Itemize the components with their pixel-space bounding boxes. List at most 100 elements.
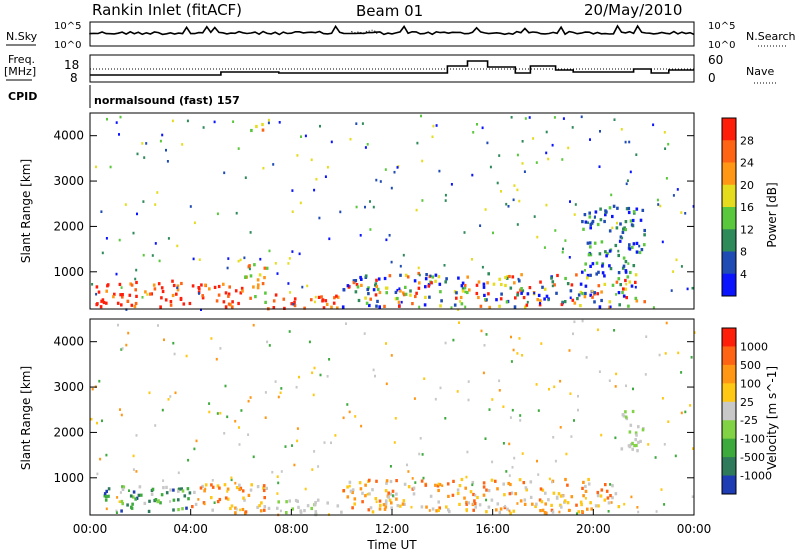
heatmap-cell (255, 124, 258, 129)
heatmap-cell (378, 507, 382, 511)
heatmap-cell (631, 409, 635, 414)
heatmap-cell (603, 219, 606, 224)
heatmap-cell (164, 298, 168, 302)
heatmap-cell (613, 329, 616, 332)
heatmap-cell (634, 438, 637, 442)
heatmap-cell (624, 287, 628, 291)
heatmap-cell (659, 204, 662, 208)
heatmap-cell (208, 402, 211, 405)
heatmap-cell (180, 281, 183, 286)
heatmap-cell (482, 285, 486, 289)
heatmap-cell (680, 211, 683, 214)
heatmap-cell (353, 502, 356, 506)
heatmap-cell (670, 289, 673, 292)
heatmap-cell (121, 293, 124, 297)
heatmap-cell (494, 479, 497, 483)
heatmap-cell (585, 356, 588, 359)
heatmap-cell (488, 408, 491, 411)
colorbar-swatch (722, 383, 736, 403)
heatmap-cell (118, 238, 121, 242)
heatmap-cell (265, 266, 269, 270)
heatmap-cell (268, 249, 271, 253)
heatmap-cell (390, 260, 393, 264)
heatmap-cell (137, 493, 141, 497)
heatmap-cell (237, 147, 240, 150)
heatmap-cell (315, 177, 318, 181)
heatmap-cell (617, 253, 620, 258)
heatmap-cell (154, 242, 157, 245)
heatmap-cell (609, 483, 612, 486)
freq-top-tick: 18 (64, 58, 79, 72)
heatmap-cell (573, 320, 576, 324)
heatmap-cell (364, 296, 367, 300)
heatmap-cell (663, 443, 666, 446)
heatmap-cell (121, 347, 124, 350)
heatmap-cell (391, 489, 395, 493)
heatmap-cell (434, 273, 438, 277)
heatmap-cell (125, 343, 128, 347)
heatmap-cell (367, 292, 370, 296)
heatmap-cell (616, 206, 619, 210)
heatmap-cell (154, 424, 157, 427)
heatmap-cell (313, 366, 316, 370)
heatmap-cell (608, 305, 611, 309)
heatmap-cell (576, 297, 579, 301)
heatmap-cell (511, 466, 514, 469)
heatmap-cell (584, 291, 587, 296)
heatmap-cell (618, 239, 622, 243)
heatmap-cell (624, 228, 627, 232)
heatmap-cell (379, 180, 382, 183)
colorbar-swatch (722, 251, 736, 275)
heatmap-cell (684, 212, 687, 215)
heatmap-cell (596, 222, 600, 227)
heatmap-cell (177, 489, 180, 493)
heatmap-cell (127, 331, 130, 335)
heatmap-cell (342, 416, 345, 420)
heatmap-cell (224, 291, 228, 295)
heatmap-cell (298, 252, 301, 256)
heatmap-cell (464, 290, 467, 294)
heatmap-cell (239, 258, 242, 262)
heatmap-cell (594, 504, 598, 508)
heatmap-cell (384, 168, 387, 171)
heatmap-cell (249, 488, 253, 492)
heatmap-cell (131, 502, 134, 506)
heatmap-cell (375, 479, 378, 483)
heatmap-cell (222, 282, 225, 286)
heatmap-cell (100, 299, 103, 303)
colorbar-swatch (722, 328, 736, 347)
heatmap-cell (631, 441, 634, 445)
heatmap-cell (300, 135, 302, 138)
heatmap-cell (541, 508, 545, 512)
heatmap-cell (364, 146, 367, 149)
heatmap-cell (95, 285, 99, 289)
heatmap-cell (166, 160, 169, 163)
heatmap-cell (584, 284, 588, 288)
nsky-label: N.Sky (6, 30, 38, 43)
heatmap-cell (126, 299, 130, 303)
heatmap-cell (120, 413, 123, 417)
heatmap-cell (204, 487, 207, 491)
heatmap-cell (512, 509, 516, 513)
heatmap-cell (665, 177, 668, 180)
heatmap-cell (485, 298, 488, 302)
heatmap-cell (455, 291, 458, 295)
heatmap-cell (260, 501, 263, 505)
heatmap-cell (661, 397, 664, 400)
heatmap-cell (488, 305, 491, 309)
heatmap-cell (596, 292, 599, 296)
heatmap-cell (502, 442, 505, 445)
heatmap-cell (191, 284, 195, 288)
heatmap-cell (136, 152, 139, 156)
heatmap-cell (156, 191, 159, 194)
heatmap-cell (612, 204, 616, 208)
heatmap-cell (115, 272, 118, 276)
heatmap-cell (119, 408, 121, 411)
heatmap-cell (423, 377, 426, 380)
heatmap-cell (641, 208, 645, 212)
heatmap-cell (210, 496, 213, 500)
heatmap-cell (394, 297, 398, 301)
heatmap-cell (525, 488, 528, 492)
heatmap-cell (372, 205, 375, 209)
heatmap-cell (292, 303, 295, 306)
